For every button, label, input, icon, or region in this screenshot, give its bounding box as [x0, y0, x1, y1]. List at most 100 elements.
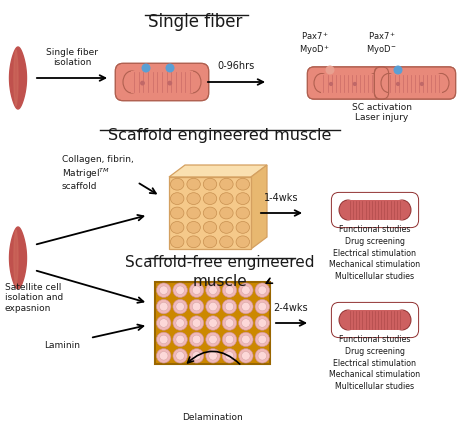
Bar	[169, 177, 251, 249]
Ellipse shape	[159, 286, 168, 294]
FancyBboxPatch shape	[374, 67, 456, 99]
Ellipse shape	[219, 207, 233, 219]
Ellipse shape	[238, 316, 253, 330]
Ellipse shape	[176, 351, 184, 360]
Ellipse shape	[258, 302, 266, 311]
Text: Single fiber
isolation: Single fiber isolation	[46, 48, 98, 67]
Ellipse shape	[192, 319, 201, 327]
Ellipse shape	[222, 299, 237, 314]
Text: Laminin: Laminin	[44, 340, 80, 350]
Ellipse shape	[238, 283, 253, 297]
Ellipse shape	[258, 335, 266, 344]
Ellipse shape	[167, 81, 172, 85]
Text: SC activation
Laser injury: SC activation Laser injury	[352, 103, 412, 122]
Ellipse shape	[173, 299, 187, 314]
Bar	[320, 73, 375, 92]
Ellipse shape	[206, 299, 220, 314]
Ellipse shape	[159, 351, 168, 360]
Ellipse shape	[242, 319, 250, 327]
Text: Delamination: Delamination	[182, 413, 243, 422]
Ellipse shape	[206, 349, 220, 363]
Ellipse shape	[187, 178, 201, 190]
Ellipse shape	[236, 193, 249, 205]
Ellipse shape	[339, 200, 357, 220]
Ellipse shape	[159, 302, 168, 311]
Ellipse shape	[434, 73, 449, 92]
Text: Functional studies
Drug screening
Electrical stimulation
Mechanical stimulation
: Functional studies Drug screening Electr…	[329, 335, 420, 391]
Ellipse shape	[156, 349, 171, 363]
Ellipse shape	[176, 335, 184, 344]
Ellipse shape	[225, 286, 234, 294]
Ellipse shape	[238, 332, 253, 347]
Ellipse shape	[203, 178, 217, 190]
Ellipse shape	[189, 332, 204, 347]
Ellipse shape	[222, 316, 237, 330]
Ellipse shape	[242, 302, 250, 311]
Ellipse shape	[173, 349, 187, 363]
Ellipse shape	[187, 193, 201, 205]
Bar	[347, 310, 403, 330]
Ellipse shape	[225, 351, 234, 360]
Polygon shape	[9, 227, 27, 289]
Ellipse shape	[258, 319, 266, 327]
Ellipse shape	[173, 332, 187, 347]
Ellipse shape	[176, 319, 184, 327]
Ellipse shape	[189, 316, 204, 330]
Text: Pax7$^+$
MyoD$^+$: Pax7$^+$ MyoD$^+$	[299, 30, 331, 57]
Ellipse shape	[339, 310, 357, 330]
Polygon shape	[251, 165, 267, 249]
Ellipse shape	[187, 221, 201, 233]
Ellipse shape	[123, 71, 141, 93]
Ellipse shape	[203, 236, 217, 248]
Ellipse shape	[209, 286, 217, 294]
Ellipse shape	[171, 207, 184, 219]
Ellipse shape	[393, 65, 402, 75]
Ellipse shape	[238, 299, 253, 314]
Ellipse shape	[206, 332, 220, 347]
Polygon shape	[14, 230, 18, 286]
Ellipse shape	[171, 236, 184, 248]
Ellipse shape	[176, 286, 184, 294]
Ellipse shape	[353, 82, 357, 86]
Ellipse shape	[189, 283, 204, 297]
Ellipse shape	[142, 64, 151, 72]
Ellipse shape	[225, 302, 234, 311]
Text: 1-4wks: 1-4wks	[264, 193, 298, 203]
Ellipse shape	[381, 73, 396, 92]
Ellipse shape	[203, 221, 217, 233]
Ellipse shape	[236, 236, 249, 248]
Text: 0-96hrs: 0-96hrs	[218, 61, 255, 71]
Ellipse shape	[326, 65, 335, 75]
Ellipse shape	[222, 283, 237, 297]
FancyArrowPatch shape	[188, 351, 240, 364]
Ellipse shape	[189, 349, 204, 363]
Ellipse shape	[173, 316, 187, 330]
Ellipse shape	[242, 351, 250, 360]
Text: Single fiber: Single fiber	[148, 13, 242, 31]
Ellipse shape	[242, 286, 250, 294]
Ellipse shape	[222, 349, 237, 363]
FancyArrowPatch shape	[266, 278, 273, 283]
Ellipse shape	[219, 236, 233, 248]
Ellipse shape	[329, 82, 333, 86]
Ellipse shape	[159, 335, 168, 344]
Ellipse shape	[189, 299, 204, 314]
Ellipse shape	[192, 286, 201, 294]
Ellipse shape	[236, 178, 249, 190]
Ellipse shape	[396, 82, 400, 86]
Ellipse shape	[203, 207, 217, 219]
Ellipse shape	[236, 221, 249, 233]
Ellipse shape	[419, 82, 424, 86]
Ellipse shape	[225, 335, 234, 344]
Ellipse shape	[222, 332, 237, 347]
Ellipse shape	[183, 71, 201, 93]
Text: Scaffold engineered muscle: Scaffold engineered muscle	[109, 128, 332, 143]
Ellipse shape	[171, 178, 184, 190]
FancyBboxPatch shape	[115, 63, 209, 101]
Ellipse shape	[203, 193, 217, 205]
Ellipse shape	[187, 207, 201, 219]
Ellipse shape	[192, 302, 201, 311]
Text: 2-4wks: 2-4wks	[273, 303, 308, 313]
Polygon shape	[14, 50, 18, 106]
Ellipse shape	[236, 207, 249, 219]
